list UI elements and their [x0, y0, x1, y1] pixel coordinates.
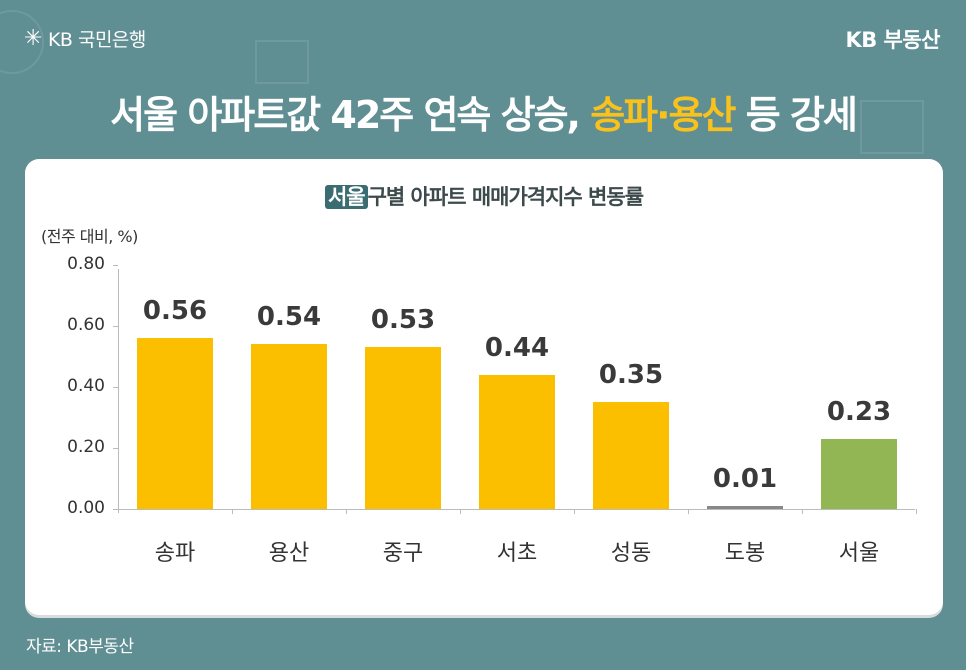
- y-axis-unit-label: (전주 대비, %): [41, 227, 138, 246]
- x-tick-mark: [232, 509, 233, 514]
- bar-4: [593, 402, 669, 509]
- bar-value-label: 0.54: [256, 302, 322, 333]
- headline-highlight: 송파·용산: [590, 93, 736, 137]
- x-tick-mark: [346, 509, 347, 514]
- bar-6: [821, 438, 897, 509]
- chart-title-rest: 구별 아파트 매매가격지수 변동률: [367, 185, 644, 209]
- bar-2: [365, 347, 441, 509]
- y-tick-mark: [113, 326, 118, 327]
- chart-card: 서울 구별 아파트 매매가격지수 변동률 (전주 대비, %) 0.00 0.20 0…: [25, 159, 943, 615]
- x-tick-mark: [688, 509, 689, 514]
- kb-real-estate-logo: KB 부동산: [845, 28, 940, 52]
- bar-value-label: 0.53: [370, 305, 436, 336]
- x-tick-mark: [802, 509, 803, 514]
- background-decoration: [860, 100, 924, 154]
- bar-value-label: 0.35: [598, 360, 664, 391]
- y-tick-mark: [113, 448, 118, 449]
- kb-star-icon: ✳: [24, 26, 42, 51]
- headline-part2: 등 강세: [734, 93, 858, 137]
- headline-part1: 서울 아파트값 42주 연속 상승,: [110, 93, 591, 137]
- x-tick-mark: [916, 509, 917, 514]
- x-category-label: 성동: [610, 541, 652, 566]
- chart-title: 서울 구별 아파트 매매가격지수 변동률: [25, 181, 943, 211]
- headline: 서울 아파트값 42주 연속 상승, 송파·용산 등 강세: [0, 84, 966, 139]
- bar-5: [707, 505, 783, 509]
- logo-left-text: KB 국민은행: [47, 29, 146, 51]
- x-axis: [118, 509, 915, 510]
- y-tick-mark: [113, 387, 118, 388]
- chart-title-tag: 서울: [324, 185, 368, 209]
- y-tick-label: 0.40: [67, 376, 105, 396]
- y-tick-mark: [113, 265, 118, 266]
- bar-value-label: 0.44: [484, 332, 550, 363]
- bar-value-label: 0.56: [142, 296, 208, 327]
- background-decoration: [255, 40, 309, 84]
- bar-value-label: 0.01: [712, 463, 778, 494]
- x-category-label: 용산: [268, 541, 310, 566]
- bar-3: [479, 374, 555, 509]
- kb-kookmin-bank-logo: ✳ KB 국민은행: [24, 25, 146, 52]
- y-tick-label: 0.20: [67, 437, 105, 457]
- x-category-label: 중구: [382, 541, 424, 566]
- x-category-label: 서초: [496, 541, 538, 566]
- bar-value-label: 0.23: [826, 396, 892, 427]
- source-note: 자료: KB부동산: [26, 637, 134, 657]
- y-tick-label: 0.60: [67, 315, 105, 335]
- bar-0: [137, 338, 213, 509]
- y-axis: [118, 269, 119, 513]
- x-tick-mark: [460, 509, 461, 514]
- bar-1: [251, 344, 327, 509]
- y-tick-label: 0.00: [67, 498, 105, 518]
- x-category-label: 도봉: [724, 541, 766, 566]
- x-category-label: 서울: [838, 541, 880, 566]
- x-tick-mark: [574, 509, 575, 514]
- y-tick-mark: [113, 509, 118, 510]
- y-tick-label: 0.80: [67, 254, 105, 274]
- x-category-label: 송파: [154, 541, 196, 566]
